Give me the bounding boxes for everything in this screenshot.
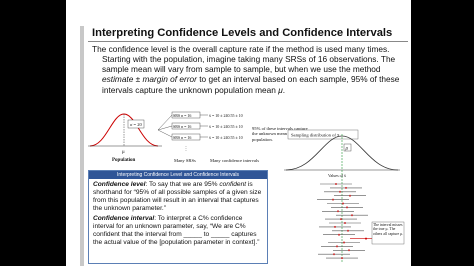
intro-text: The confidence level is the overall capt… — [92, 44, 390, 54]
confidence-level-text: Confidence level: To say that we are 95%… — [89, 179, 267, 213]
text-run: μ — [278, 84, 283, 95]
text-run: to get an interval based on each sample,… — [102, 74, 400, 95]
mu-label: μ — [346, 147, 349, 152]
sampling-figure: Sampling distribution of x̄ μ Values of … — [284, 129, 405, 262]
left-note: 95% of these intervals capture the unkno… — [252, 126, 308, 142]
ci-dot — [339, 190, 341, 193]
sigma-label: σ = 20 — [130, 122, 142, 127]
sampling-caption: Sampling distribution of x̄ — [291, 133, 340, 138]
ci-dot — [337, 210, 339, 213]
text-run: is shorthand for “95% of all possible sa… — [93, 181, 262, 212]
text-run: : To interpret a C% confidence interval … — [93, 215, 260, 246]
text-run: Starting with the population, imagine ta… — [102, 54, 396, 75]
ci-dot — [345, 186, 347, 189]
ci-dot — [340, 218, 342, 221]
dots: ⋮ — [184, 146, 189, 152]
ci-dot — [343, 241, 345, 244]
text-run: : To say that we are 95% — [145, 181, 220, 188]
slide: Interpreting Confidence Levels and Confi… — [66, 0, 411, 266]
confidence-interval-text: Confidence interval: To interpret a C% c… — [89, 213, 267, 247]
info-box: Interpreting Confidence Level and Confid… — [88, 170, 268, 264]
interval-label: x̄ = 10 ± 240.55 ± 10 — [209, 124, 243, 129]
interval-label: x̄ = 10 ± 240.55 ± 10 — [209, 135, 243, 140]
note-holder: The interval misses the true μ. The othe… — [373, 223, 404, 236]
mu-box — [343, 143, 352, 152]
text-run: Confidence level — [93, 181, 146, 188]
note-holder: 95% of these intervals capture the unkno… — [252, 126, 308, 142]
explanation-text: Starting with the population, imagine ta… — [102, 54, 408, 95]
sidebar — [80, 26, 84, 266]
ci-dot — [342, 202, 344, 205]
ci-dot — [338, 233, 340, 236]
arrow — [157, 129, 173, 138]
interval-label: x̄ = 10 ± 240.55 ± 10 — [209, 113, 243, 118]
axis-label: Values of x̄ — [328, 173, 346, 178]
text-run: confident — [219, 181, 247, 188]
box-header: Interpreting Confidence Level and Confid… — [89, 171, 267, 179]
ci-dot — [341, 257, 343, 260]
text-run: . — [282, 84, 286, 95]
caption-box — [287, 129, 359, 140]
srs-label: SRS n = 16 — [173, 135, 191, 140]
ci-dot — [332, 198, 334, 201]
mu-label: μ — [122, 150, 125, 155]
srs-label: SRS n = 16 — [173, 124, 191, 129]
population-label: Population — [112, 158, 136, 163]
sigma-box — [127, 119, 145, 129]
ci-dot — [365, 237, 367, 240]
right-note: The interval misses the true μ. The othe… — [373, 223, 404, 236]
arrow — [157, 114, 173, 131]
ci-dot — [351, 214, 353, 217]
text-run: Confidence interval — [93, 215, 155, 222]
srs-label: SRS n = 16 — [173, 113, 191, 118]
population-figure: σ = 20 μ Population SRS n = 16 x̄ = 10 ± … — [88, 111, 308, 163]
ci-dot — [336, 245, 338, 248]
ci-dot — [333, 253, 335, 256]
many-ci-label: Many confidence intervals — [210, 158, 259, 163]
arrow — [157, 125, 173, 131]
slide-title: Interpreting Confidence Levels and Confi… — [92, 27, 393, 39]
many-srs-label: Many SRSs — [174, 158, 196, 163]
srs-group: SRS n = 16 x̄ = 10 ± 240.55 ± 10 SRS n = 1… — [157, 111, 243, 152]
title-rule — [88, 41, 408, 42]
note-box — [371, 221, 405, 245]
ci-dot — [334, 225, 336, 228]
ci-dot — [344, 222, 346, 224]
ci-dot — [335, 183, 337, 185]
ci-dot — [346, 206, 348, 209]
ci-dot — [349, 194, 351, 197]
ci-dot — [348, 249, 350, 252]
text-run: estimate ± margin of error — [102, 74, 197, 85]
interval-group — [317, 183, 382, 260]
ci-dot — [347, 229, 349, 232]
